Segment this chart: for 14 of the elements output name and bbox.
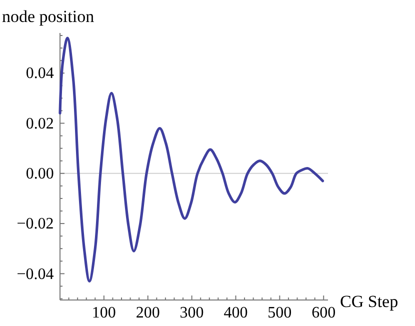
x-tick-label: 600: [312, 304, 336, 322]
x-axis-title: CG Step: [340, 292, 398, 311]
line-series: [58, 36, 324, 282]
x-tick-label: 300: [180, 304, 204, 322]
y-tick-label: −0.02: [16, 216, 54, 233]
y-axis-title: node position: [2, 7, 95, 26]
y-tick-label: 0.02: [26, 115, 54, 132]
y-tick-label: −0.04: [16, 266, 54, 283]
y-tick-label: 0.04: [26, 65, 54, 82]
y-tick-label: 0.00: [26, 166, 54, 183]
x-tick-label: 100: [92, 304, 116, 322]
x-tick-label: 400: [224, 304, 248, 322]
x-tick-label: 500: [268, 304, 292, 322]
x-tick-label: 200: [136, 304, 160, 322]
